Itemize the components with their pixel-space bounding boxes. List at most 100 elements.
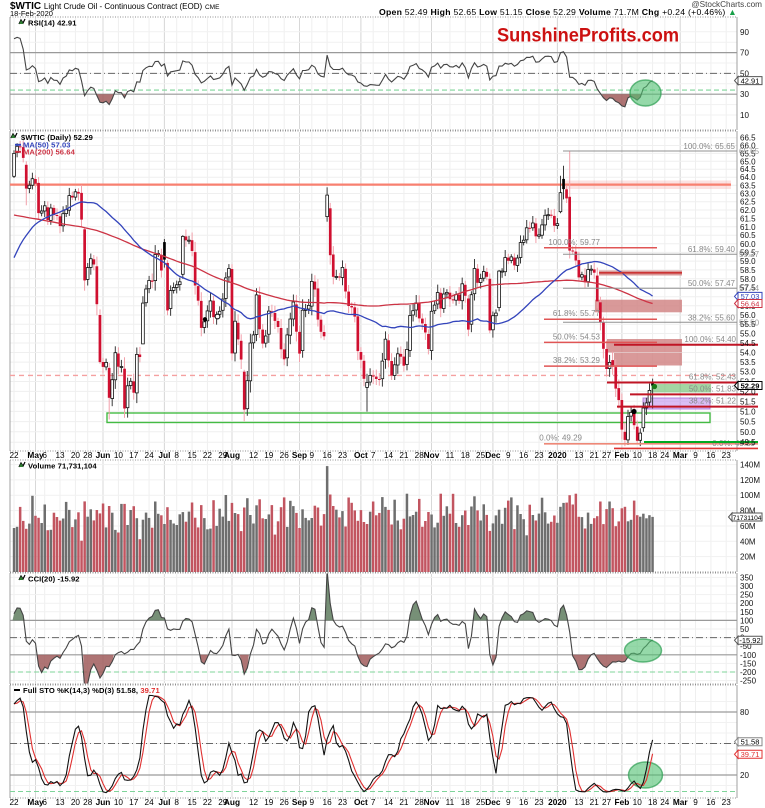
svg-text:7: 7 bbox=[371, 451, 376, 460]
svg-text:19: 19 bbox=[264, 798, 274, 807]
svg-text:26: 26 bbox=[280, 798, 290, 807]
svg-text:@StockCharts.com: @StockCharts.com bbox=[691, 0, 762, 9]
svg-text:Mar: Mar bbox=[673, 450, 689, 460]
svg-text:Nov: Nov bbox=[424, 797, 440, 807]
svg-text:16: 16 bbox=[519, 451, 529, 460]
svg-text:2020: 2020 bbox=[548, 450, 567, 460]
svg-text:21: 21 bbox=[590, 451, 600, 460]
svg-text:6: 6 bbox=[42, 798, 47, 807]
svg-text:63.5: 63.5 bbox=[740, 181, 756, 190]
svg-text:100M: 100M bbox=[740, 491, 760, 500]
svg-text:15: 15 bbox=[188, 451, 198, 460]
svg-text:28: 28 bbox=[415, 451, 425, 460]
svg-text:66.5: 66.5 bbox=[740, 134, 756, 143]
svg-text:Nov: Nov bbox=[424, 450, 440, 460]
svg-text:-100: -100 bbox=[740, 651, 757, 660]
svg-text:61.0: 61.0 bbox=[740, 223, 756, 232]
svg-text:6: 6 bbox=[42, 451, 47, 460]
svg-text:49.5: 49.5 bbox=[740, 438, 756, 447]
svg-text:62.5: 62.5 bbox=[740, 198, 756, 207]
svg-text:64.5: 64.5 bbox=[740, 165, 756, 174]
svg-text:59.0: 59.0 bbox=[740, 257, 756, 266]
svg-text:9: 9 bbox=[506, 798, 511, 807]
svg-text:300: 300 bbox=[740, 582, 754, 591]
svg-text:38.2%: 53.29: 38.2%: 53.29 bbox=[553, 356, 601, 365]
svg-text:MA(50) 57.03: MA(50) 57.03 bbox=[23, 141, 71, 150]
svg-text:38.2%: 55.60: 38.2%: 55.60 bbox=[688, 313, 736, 322]
svg-text:51.58: 51.58 bbox=[741, 738, 760, 747]
svg-text:Oct: Oct bbox=[354, 450, 368, 460]
svg-text:16: 16 bbox=[519, 798, 529, 807]
svg-text:17: 17 bbox=[129, 798, 139, 807]
svg-text:-15.92: -15.92 bbox=[739, 636, 760, 645]
svg-text:20: 20 bbox=[71, 451, 81, 460]
svg-text:23: 23 bbox=[534, 451, 544, 460]
svg-text:50.0%: 51.83: 50.0%: 51.83 bbox=[689, 384, 737, 393]
svg-text:100.0%: 59.77: 100.0%: 59.77 bbox=[548, 238, 600, 247]
svg-text:-200: -200 bbox=[740, 668, 757, 677]
svg-text:27: 27 bbox=[602, 451, 612, 460]
svg-text:38.2%: 51.22: 38.2%: 51.22 bbox=[689, 397, 737, 406]
svg-text:SunshineProfits.com: SunshineProfits.com bbox=[497, 25, 679, 47]
svg-text:61.8%: 55.77: 61.8%: 55.77 bbox=[553, 309, 601, 318]
svg-text:250: 250 bbox=[740, 591, 754, 600]
svg-text:22: 22 bbox=[203, 798, 213, 807]
svg-text:$WTIC (Daily) 52.29: $WTIC (Daily) 52.29 bbox=[21, 133, 93, 142]
svg-text:100.0%: 54.40: 100.0%: 54.40 bbox=[684, 335, 736, 344]
svg-text:7: 7 bbox=[371, 798, 376, 807]
svg-text:80: 80 bbox=[740, 708, 749, 717]
svg-text:17: 17 bbox=[129, 451, 139, 460]
svg-text:53.0: 53.0 bbox=[740, 368, 756, 377]
svg-text:19: 19 bbox=[264, 451, 274, 460]
svg-text:50.0%: 57.47: 50.0%: 57.47 bbox=[688, 279, 736, 288]
svg-text:23: 23 bbox=[338, 451, 348, 460]
svg-text:20: 20 bbox=[740, 771, 749, 780]
svg-text:55.0: 55.0 bbox=[740, 330, 756, 339]
svg-text:40M: 40M bbox=[740, 537, 756, 546]
svg-text:Feb: Feb bbox=[615, 450, 630, 460]
svg-text:65.0: 65.0 bbox=[740, 157, 756, 166]
svg-text:2020: 2020 bbox=[548, 797, 567, 807]
svg-text:140M: 140M bbox=[740, 461, 760, 470]
svg-text:18-Feb-2020: 18-Feb-2020 bbox=[10, 9, 53, 18]
svg-text:53.5: 53.5 bbox=[740, 358, 756, 367]
svg-text:16: 16 bbox=[323, 451, 333, 460]
svg-text:Sep: Sep bbox=[292, 450, 307, 460]
svg-text:10: 10 bbox=[114, 798, 124, 807]
svg-text:64.0: 64.0 bbox=[740, 173, 756, 182]
svg-text:$WTIC Light Crude Oil - Contin: $WTIC Light Crude Oil - Continuous Contr… bbox=[10, 1, 220, 12]
svg-text:18: 18 bbox=[461, 798, 471, 807]
svg-text:58.0: 58.0 bbox=[740, 275, 756, 284]
svg-text:65.65: 65.65 bbox=[739, 147, 760, 156]
svg-text:-150: -150 bbox=[740, 659, 757, 668]
svg-text:66.0: 66.0 bbox=[740, 142, 756, 151]
svg-text:0.0%: 49.29: 0.0%: 49.29 bbox=[712, 439, 755, 448]
svg-text:22: 22 bbox=[203, 451, 213, 460]
svg-text:28: 28 bbox=[415, 798, 425, 807]
svg-text:90: 90 bbox=[740, 28, 749, 37]
svg-text:10: 10 bbox=[740, 111, 749, 120]
svg-text:25: 25 bbox=[476, 798, 486, 807]
svg-text:59.27: 59.27 bbox=[739, 250, 760, 259]
svg-text:50: 50 bbox=[740, 625, 749, 634]
svg-text:10: 10 bbox=[114, 451, 124, 460]
svg-text:13: 13 bbox=[574, 451, 584, 460]
svg-text:Jul: Jul bbox=[158, 450, 170, 460]
svg-text:58.5: 58.5 bbox=[740, 266, 756, 275]
svg-text:62.0: 62.0 bbox=[740, 206, 756, 215]
svg-text:350: 350 bbox=[740, 573, 754, 582]
svg-text:56.0: 56.0 bbox=[740, 311, 756, 320]
svg-text:50: 50 bbox=[740, 69, 749, 78]
svg-text:100: 100 bbox=[740, 616, 754, 625]
svg-text:12: 12 bbox=[249, 798, 259, 807]
svg-text:16: 16 bbox=[323, 798, 333, 807]
svg-text:May: May bbox=[27, 797, 44, 807]
svg-text:20M: 20M bbox=[740, 553, 756, 562]
svg-text:Dec: Dec bbox=[485, 797, 501, 807]
svg-text:29: 29 bbox=[218, 451, 228, 460]
svg-text:16: 16 bbox=[706, 798, 716, 807]
svg-text:9: 9 bbox=[693, 798, 698, 807]
svg-text:8: 8 bbox=[174, 798, 179, 807]
svg-text:61.5: 61.5 bbox=[740, 214, 756, 223]
svg-text:Volume 71,731,104: Volume 71,731,104 bbox=[28, 462, 97, 471]
